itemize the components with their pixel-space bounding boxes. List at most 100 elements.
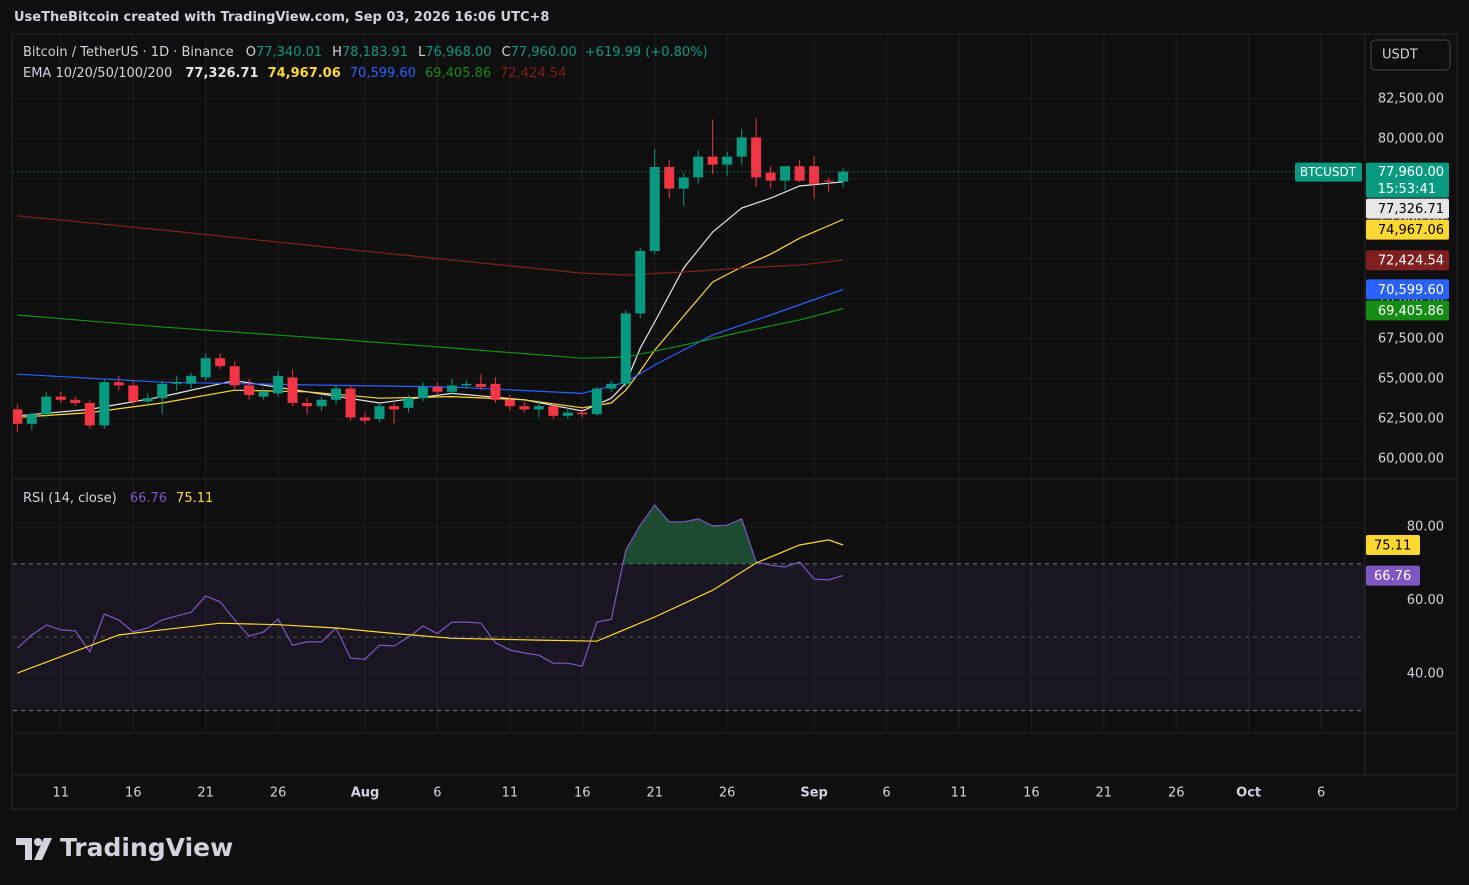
- symbol-tag: [1295, 162, 1362, 182]
- x-tick-label: Aug: [351, 786, 380, 801]
- candle-body: [765, 172, 776, 181]
- ema-tag-label: 70,599.60: [1378, 283, 1444, 298]
- candle-body: [55, 396, 66, 400]
- candle-body: [403, 398, 414, 408]
- candle-body: [113, 382, 124, 386]
- y-tick-label: 62,500.00: [1378, 412, 1444, 427]
- y-tick-label: 80.00: [1407, 520, 1444, 535]
- x-tick-label: 26: [270, 786, 287, 801]
- ema-line: [17, 215, 844, 276]
- candle-body: [215, 358, 226, 367]
- x-tick-label: 16: [574, 786, 591, 801]
- ohlc-key: L: [418, 45, 426, 60]
- candle-body: [388, 406, 399, 410]
- rsi-tag: [1366, 534, 1420, 555]
- rsi-value: 66.76: [129, 491, 168, 506]
- rsi-tag: [1366, 565, 1420, 586]
- last-price-label: 77,960.00: [1378, 165, 1444, 180]
- currency-button[interactable]: [1370, 39, 1451, 71]
- ohlc-key: H: [332, 45, 342, 60]
- ema-line: [17, 218, 844, 418]
- countdown-label: 15:53:41: [1378, 182, 1436, 197]
- y-tick-label: 60.00: [1407, 593, 1444, 608]
- candle-body: [331, 388, 342, 400]
- candle-body: [577, 412, 588, 415]
- ema-tag: [1366, 279, 1449, 300]
- x-tick-label: 6: [882, 786, 890, 801]
- x-tick-label: 21: [1096, 786, 1113, 801]
- y-tick-label: 67,500.00: [1378, 332, 1444, 347]
- candle-body: [13, 409, 23, 424]
- candle-body: [345, 388, 356, 418]
- ema-tag: [1366, 219, 1449, 240]
- rsi-pane: [16, 504, 844, 674]
- ema-title: EMA 10/20/50/100/200: [23, 66, 173, 81]
- candle-body: [562, 412, 573, 416]
- ema-value: 69,405.86: [424, 66, 492, 81]
- ema-value: 72,424.54: [500, 66, 567, 81]
- currency-button-label[interactable]: USDT: [1382, 48, 1418, 63]
- rsi-value: 75.11: [176, 491, 214, 506]
- x-tick-label: 16: [125, 786, 142, 801]
- candle-body: [302, 403, 313, 407]
- candle-body: [432, 387, 443, 392]
- candle-body: [548, 406, 559, 416]
- x-tick-label: 6: [1317, 786, 1325, 801]
- attribution: UseTheBitcoin created with TradingView.c…: [14, 10, 550, 25]
- candle-body: [664, 167, 675, 189]
- x-tick-label: 26: [1168, 786, 1185, 801]
- candle-body: [707, 156, 718, 165]
- price-legend: Bitcoin / TetherUS · 1D · Binance O77,34…: [23, 45, 708, 60]
- symbol-tag-label: BTCUSDT: [1300, 165, 1357, 179]
- candle-body: [693, 156, 704, 178]
- candle-body: [142, 398, 153, 402]
- candle-body: [446, 385, 457, 392]
- candle-body: [99, 382, 110, 426]
- change-label: +619.99 (+0.80%): [584, 45, 708, 60]
- candle-body: [374, 406, 385, 419]
- ema-tag: [1366, 300, 1449, 321]
- candle-body: [461, 383, 472, 386]
- ohlc-value: 76,968.00: [425, 45, 492, 60]
- logo-icon: [16, 838, 52, 860]
- price-tags: BTCUSDT 77,960.00 15:53:41 77,326.71 74,967.…: [1295, 162, 1449, 586]
- x-tick-label: 21: [646, 786, 663, 801]
- y-tick-label: 65,000.00: [1378, 372, 1444, 387]
- rsi-tag-label: 75.11: [1374, 538, 1411, 553]
- candle-body: [273, 375, 284, 394]
- candle-body: [635, 251, 646, 314]
- candle-body: [649, 167, 660, 251]
- logo-text: TradingView: [60, 833, 233, 862]
- y-tick-label: 60,000.00: [1378, 452, 1444, 467]
- candle-body: [838, 171, 849, 182]
- rsi-line: [16, 504, 844, 667]
- x-tick-label: 11: [502, 786, 519, 801]
- y-tick-label: 40.00: [1407, 666, 1444, 681]
- ohlc-key: C: [501, 45, 511, 60]
- x-tick-label: Oct: [1236, 786, 1261, 801]
- candle-body: [490, 383, 501, 400]
- candle-body: [809, 166, 820, 184]
- candle-body: [591, 388, 602, 415]
- candle-body: [533, 406, 544, 410]
- candle-body: [128, 385, 139, 402]
- ema-tag-label: 77,326.71: [1378, 202, 1444, 217]
- candle-body: [751, 137, 762, 178]
- rsi-legend: RSI (14, close) 66.76 75.11: [23, 491, 213, 506]
- ema-value: 74,967.06: [267, 66, 341, 81]
- ohlc-value: 78,183.91: [341, 45, 409, 60]
- symbol-title: Bitcoin / TetherUS · 1D · Binance: [23, 45, 234, 60]
- candle-body: [606, 383, 617, 389]
- x-tick-label: 11: [951, 786, 968, 801]
- ema-line: [17, 307, 844, 359]
- ohlc-value: 77,340.01: [255, 45, 323, 60]
- ema-tag-label: 72,424.54: [1378, 254, 1444, 269]
- candle-body: [360, 417, 371, 421]
- rsi-tag-label: 66.76: [1374, 569, 1411, 584]
- last-price-tag: [1366, 162, 1449, 198]
- rsi-line: [17, 539, 844, 674]
- candle-body: [26, 414, 37, 424]
- y-tick-label: 82,500.00: [1378, 92, 1444, 107]
